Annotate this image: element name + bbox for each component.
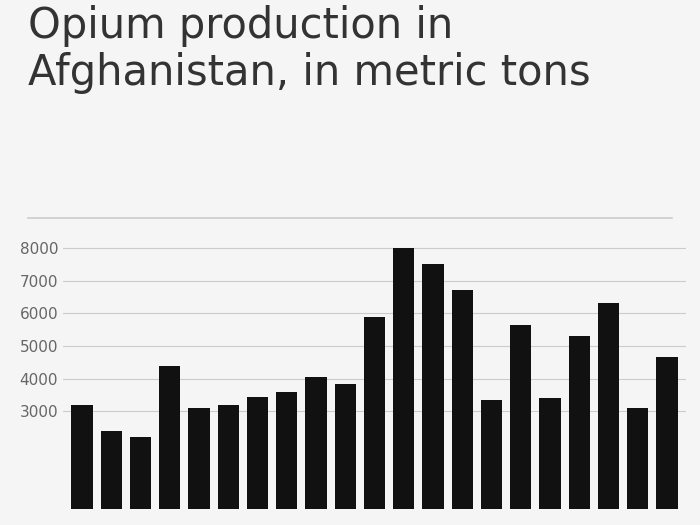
Bar bbox=[335, 383, 356, 509]
Bar bbox=[188, 408, 209, 509]
Bar bbox=[481, 400, 502, 509]
Bar bbox=[423, 264, 444, 509]
Bar bbox=[71, 405, 92, 509]
Bar bbox=[276, 392, 298, 509]
Bar bbox=[452, 290, 472, 509]
Bar bbox=[627, 408, 648, 509]
Bar bbox=[159, 365, 181, 509]
Bar bbox=[657, 358, 678, 509]
Bar bbox=[510, 325, 531, 509]
Bar bbox=[598, 303, 619, 509]
Bar bbox=[305, 377, 326, 509]
Text: Opium production in
Afghanistan, in metric tons: Opium production in Afghanistan, in metr… bbox=[28, 5, 591, 94]
Bar bbox=[568, 336, 590, 509]
Bar bbox=[101, 431, 122, 509]
Bar bbox=[540, 398, 561, 509]
Bar bbox=[218, 405, 239, 509]
Bar bbox=[130, 437, 151, 509]
Bar bbox=[247, 396, 268, 509]
Bar bbox=[393, 248, 414, 509]
Bar bbox=[364, 317, 385, 509]
